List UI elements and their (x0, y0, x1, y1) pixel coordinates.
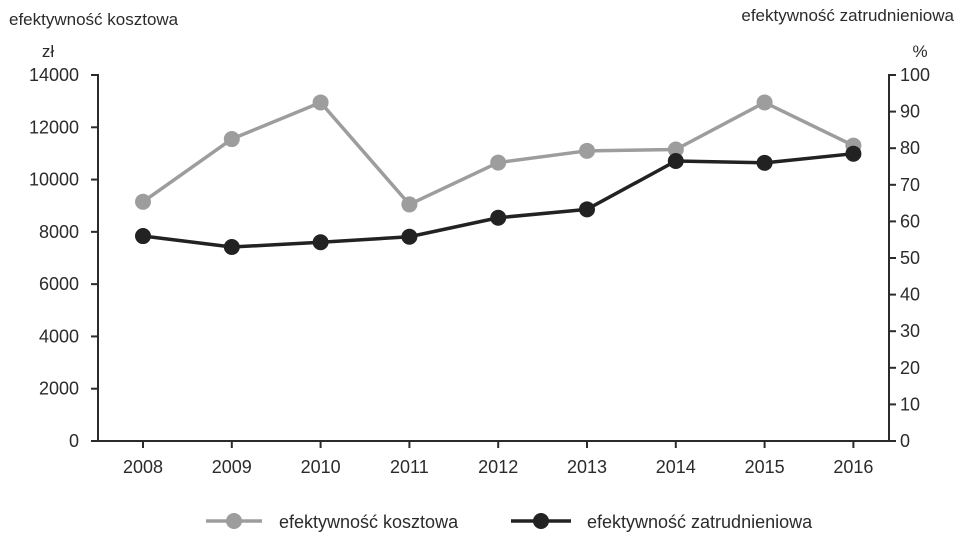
cost-efficiency-point (312, 94, 329, 111)
employment-efficiency-point (845, 145, 862, 162)
x-tick-label: 2009 (212, 457, 252, 477)
left-tick-label: 6000 (39, 274, 79, 294)
cost-efficiency-point (223, 131, 240, 148)
employment-efficiency-point (490, 209, 507, 226)
right-tick-label: 30 (900, 321, 920, 341)
employment-efficiency-point (223, 239, 240, 256)
legend-label: efektywność zatrudnieniowa (587, 512, 813, 532)
right-tick-label: 40 (900, 285, 920, 305)
x-tick-label: 2013 (567, 457, 607, 477)
left-tick-label: 14000 (29, 65, 79, 85)
cost-efficiency-point (579, 142, 595, 159)
right-tick-label: 80 (900, 138, 920, 158)
right-tick-label: 0 (900, 431, 910, 451)
x-tick-label: 2011 (390, 457, 429, 477)
legend: efektywność kosztowa efektywność zatrudni… (206, 512, 813, 532)
left-tick-label: 12000 (29, 117, 79, 137)
right-tick-label: 50 (900, 248, 920, 268)
cost-efficiency-line (141, 100, 855, 207)
left-tick-label: 10000 (29, 170, 79, 190)
right-tick-label: 20 (900, 358, 920, 378)
right-axis-title: efektywność zatrudnieniowa (741, 6, 954, 25)
cost-efficiency-point (756, 94, 773, 111)
legend-item-cost-efficiency: efektywność kosztowa (206, 512, 459, 532)
legend-label: efektywność kosztowa (279, 512, 459, 532)
x-tick-label: 2012 (478, 457, 518, 477)
legend-marker (533, 513, 549, 529)
employment-efficiency-point (579, 201, 595, 218)
cost-efficiency-point (135, 193, 151, 210)
left-tick-label: 4000 (39, 326, 79, 346)
x-tick-label: 2016 (833, 457, 873, 477)
employment-efficiency-point (312, 234, 329, 251)
axes: 0 2000 4000 6000 8000 10000 12000 14000 0 10 20 30 4… (29, 65, 930, 477)
left-tick-label: 2000 (39, 379, 79, 399)
right-tick-label: 70 (900, 175, 920, 195)
cost-efficiency-point (401, 196, 418, 213)
left-tick-label: 0 (69, 431, 79, 451)
x-tick-label: 2008 (123, 457, 163, 477)
right-tick-label: 90 (900, 102, 920, 122)
legend-marker (226, 513, 242, 529)
x-tick-label: 2014 (656, 457, 696, 477)
employment-efficiency-series (135, 145, 862, 256)
cost-efficiency-series (135, 94, 862, 213)
cost-efficiency-point (490, 154, 507, 171)
right-tick-label: 100 (900, 65, 930, 85)
legend-item-employment-efficiency: efektywność zatrudnieniowa (511, 512, 813, 532)
right-tick-label: 10 (900, 394, 920, 414)
left-tick-label: 8000 (39, 222, 79, 242)
employment-efficiency-point (756, 154, 773, 171)
x-tick-label: 2015 (745, 457, 785, 477)
right-axis-unit: % (912, 42, 927, 61)
left-axis-unit: zł (42, 42, 55, 61)
series-layer (135, 94, 862, 256)
employment-efficiency-point (401, 228, 418, 245)
employment-efficiency-point (667, 153, 684, 170)
x-tick-label: 2010 (301, 457, 341, 477)
right-tick-label: 60 (900, 211, 920, 231)
left-axis-title: efektywność kosztowa (9, 10, 179, 29)
cost-efficiency-point (667, 141, 684, 158)
employment-efficiency-point (135, 228, 151, 245)
